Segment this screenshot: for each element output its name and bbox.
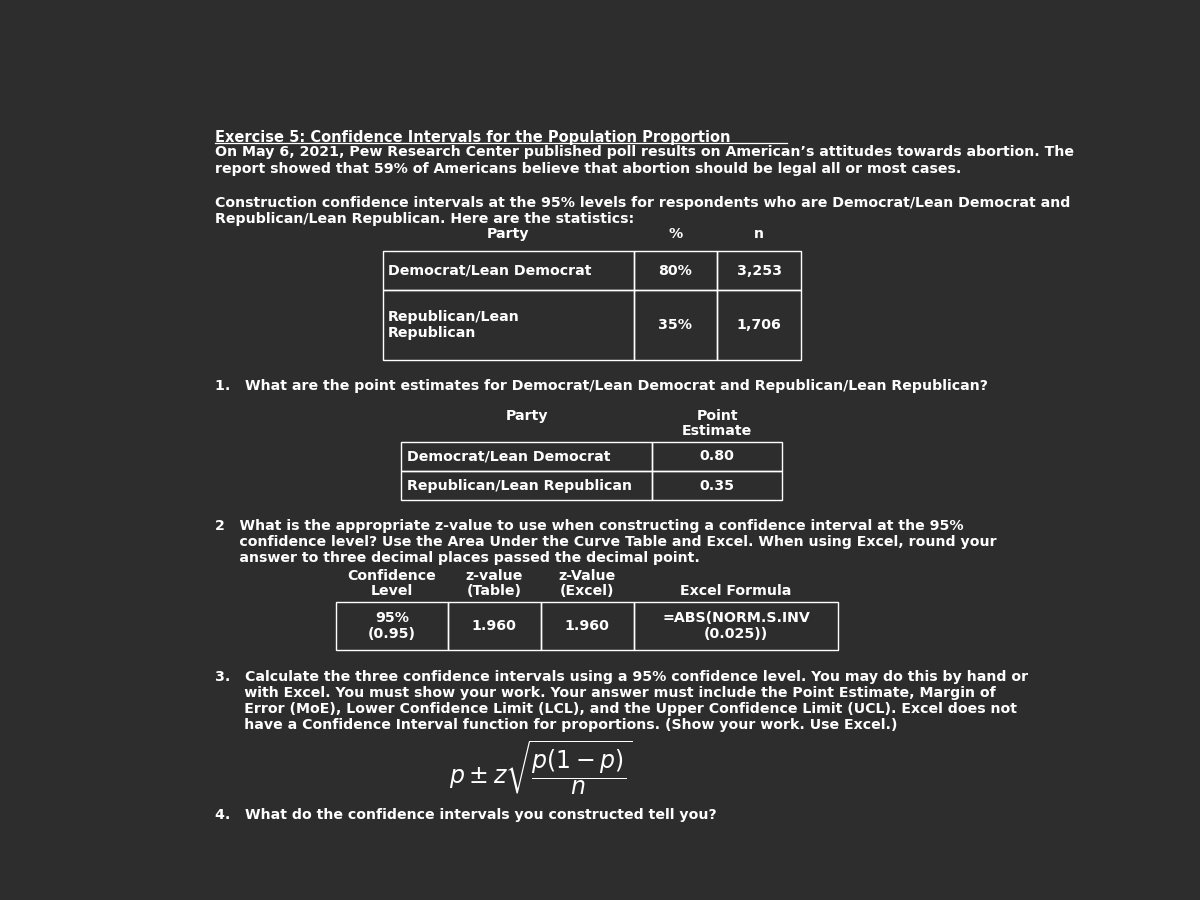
Text: 4.   What do the confidence intervals you constructed tell you?: 4. What do the confidence intervals you … [215,808,716,823]
Bar [401,471,653,500]
Text: with Excel. You must show your work. Your answer must include the Point Estimate: with Excel. You must show your work. You… [215,686,996,700]
Text: answer to three decimal places passed the decimal point.: answer to three decimal places passed th… [215,552,700,565]
Text: Republican/Lean
Republican: Republican/Lean Republican [388,310,520,340]
Text: Excel Formula: Excel Formula [680,584,792,598]
Text: Construction confidence intervals at the 95% levels for respondents who are Demo: Construction confidence intervals at the… [215,196,1070,210]
Bar [634,251,718,290]
Text: report showed that 59% of Americans believe that abortion should be legal all or: report showed that 59% of Americans beli… [215,162,961,176]
Bar [718,251,802,290]
Bar [383,290,634,360]
Text: Estimate: Estimate [682,424,752,437]
Text: 1.960: 1.960 [565,619,610,634]
Bar [541,602,634,651]
Text: confidence level? Use the Area Under the Curve Table and Excel. When using Excel: confidence level? Use the Area Under the… [215,536,997,549]
Text: =ABS(NORM.S.INV
(0.025)): =ABS(NORM.S.INV (0.025)) [662,611,810,642]
Text: n: n [754,227,764,241]
Text: have a Confidence Interval function for proportions. (Show your work. Use Excel.: have a Confidence Interval function for … [215,717,898,732]
Text: Exercise 5: Confidence Intervals for the Population Proportion: Exercise 5: Confidence Intervals for the… [215,130,731,145]
Text: 95%
(0.95): 95% (0.95) [368,611,416,642]
Text: $p \pm z\sqrt{\dfrac{p(1-p)}{n}}$: $p \pm z\sqrt{\dfrac{p(1-p)}{n}}$ [449,739,632,798]
Text: Republican/Lean Republican: Republican/Lean Republican [407,479,631,492]
Text: (Table): (Table) [467,584,522,598]
Text: 3.   Calculate the three confidence intervals using a 95% confidence level. You : 3. Calculate the three confidence interv… [215,670,1028,684]
Text: On May 6, 2021, Pew Research Center published poll results on American’s attitud: On May 6, 2021, Pew Research Center publ… [215,146,1074,159]
Bar [383,251,634,290]
Text: z-value: z-value [466,569,523,582]
Text: 2   What is the appropriate z-value to use when constructing a confidence interv: 2 What is the appropriate z-value to use… [215,519,964,534]
Text: Point: Point [696,409,738,423]
Text: Party: Party [505,409,548,423]
Text: 35%: 35% [659,318,692,332]
Bar [401,442,653,471]
Bar [653,442,782,471]
Bar [634,290,718,360]
Text: 1,706: 1,706 [737,318,781,332]
Text: Republican/Lean Republican. Here are the statistics:: Republican/Lean Republican. Here are the… [215,212,635,226]
Text: 80%: 80% [659,264,692,277]
Text: Democrat/Lean Democrat: Democrat/Lean Democrat [388,264,592,277]
Text: 3,253: 3,253 [737,264,781,277]
Text: Party: Party [487,227,529,241]
Bar [653,471,782,500]
Text: z-Value: z-Value [558,569,616,582]
Text: 1.   What are the point estimates for Democrat/Lean Democrat and Republican/Lean: 1. What are the point estimates for Demo… [215,380,988,393]
Text: 1.960: 1.960 [472,619,516,634]
Text: Democrat/Lean Democrat: Democrat/Lean Democrat [407,449,610,464]
Bar [448,602,541,651]
Bar [634,602,839,651]
Bar [718,290,802,360]
Text: Level: Level [371,584,413,598]
Text: Confidence: Confidence [348,569,436,582]
Text: %: % [668,227,683,241]
Bar [336,602,448,651]
Text: 0.35: 0.35 [700,479,734,492]
Text: 0.80: 0.80 [700,449,734,464]
Text: Error (MoE), Lower Confidence Limit (LCL), and the Upper Confidence Limit (UCL).: Error (MoE), Lower Confidence Limit (LCL… [215,702,1018,716]
Text: (Excel): (Excel) [560,584,614,598]
